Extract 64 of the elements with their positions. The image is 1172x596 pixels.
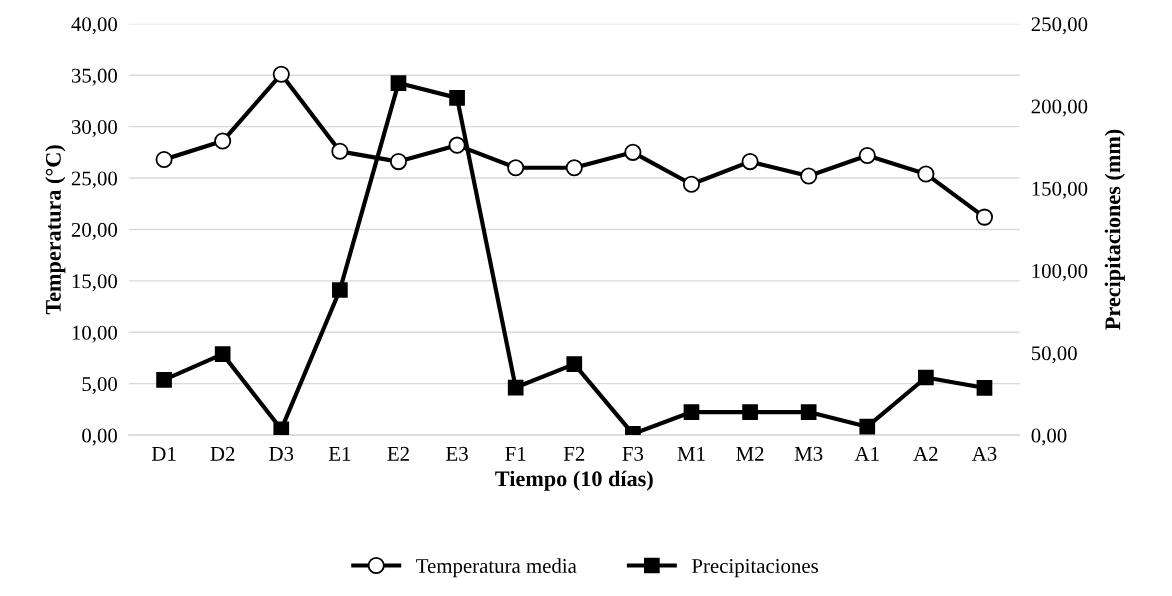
point	[214, 346, 231, 362]
x-tick-label: E2	[387, 446, 409, 461]
x-axis-title: Tiempo (10 días)	[495, 470, 653, 491]
y-tick-label: 20,00	[71, 222, 118, 240]
point	[918, 369, 934, 386]
point	[273, 421, 290, 436]
y-tick-label: 25,00	[71, 171, 118, 189]
x-tick-label: E3	[446, 446, 468, 461]
x-tick-label: D2	[210, 446, 235, 461]
x-tick-label: F1	[505, 446, 526, 461]
point	[331, 142, 349, 160]
y-tick-label: 5,00	[82, 377, 118, 395]
y-tick-label: 10,00	[72, 325, 118, 343]
point	[389, 153, 408, 171]
y-tick-label: 0,00	[82, 428, 118, 446]
point	[858, 146, 876, 164]
point	[683, 404, 700, 420]
y2-tick-label: 100,00	[1032, 263, 1088, 282]
y-tick-label: 15,00	[72, 274, 118, 292]
point	[565, 159, 583, 177]
point	[156, 371, 172, 388]
y2-tick-label: 150,00	[1032, 181, 1088, 199]
point	[917, 165, 935, 183]
point	[214, 132, 232, 150]
x-tick-label: M3	[794, 446, 823, 461]
x-tick-label: F2	[563, 446, 585, 461]
point	[624, 143, 642, 161]
point	[507, 379, 524, 396]
point	[332, 282, 348, 298]
point	[272, 65, 290, 83]
point	[566, 356, 583, 373]
y2-axis-title: Precipitaciones (mm)	[1104, 129, 1125, 330]
legend-label: Temperatura media	[416, 558, 577, 578]
point	[975, 208, 994, 226]
x-tick-label: M1	[677, 446, 705, 461]
y-axis-title: Temperatura (°C)	[45, 145, 66, 315]
point	[449, 90, 465, 106]
x-tick-label: M2	[736, 446, 764, 461]
point	[155, 151, 173, 169]
y-tick-label: 40,00	[71, 17, 118, 35]
point	[507, 159, 525, 177]
legend-label: Precipitaciones	[692, 559, 818, 578]
point	[800, 404, 817, 420]
x-tick-label: A2	[913, 446, 938, 461]
x-tick-label: D3	[269, 446, 294, 461]
x-tick-label: F3	[622, 446, 644, 461]
y2-tick-label: 50,00	[1031, 346, 1077, 364]
x-tick-label: E1	[328, 446, 351, 461]
y2-tick-label: 250,00	[1031, 17, 1088, 35]
y2-tick-label: 200,00	[1031, 99, 1088, 117]
y2-tick-label: 0,00	[1031, 428, 1067, 446]
x-tick-label: A1	[854, 446, 879, 461]
point	[859, 418, 876, 435]
point	[741, 153, 759, 171]
point	[742, 404, 758, 420]
x-tick-label: A3	[971, 446, 997, 461]
point	[800, 167, 818, 185]
point	[390, 75, 407, 91]
y-tick-label: 35,00	[71, 68, 118, 86]
x-tick-label: D1	[151, 446, 176, 461]
point	[448, 136, 466, 154]
y-tick-label: 30,00	[71, 120, 118, 138]
point	[682, 175, 701, 193]
point	[976, 380, 993, 396]
